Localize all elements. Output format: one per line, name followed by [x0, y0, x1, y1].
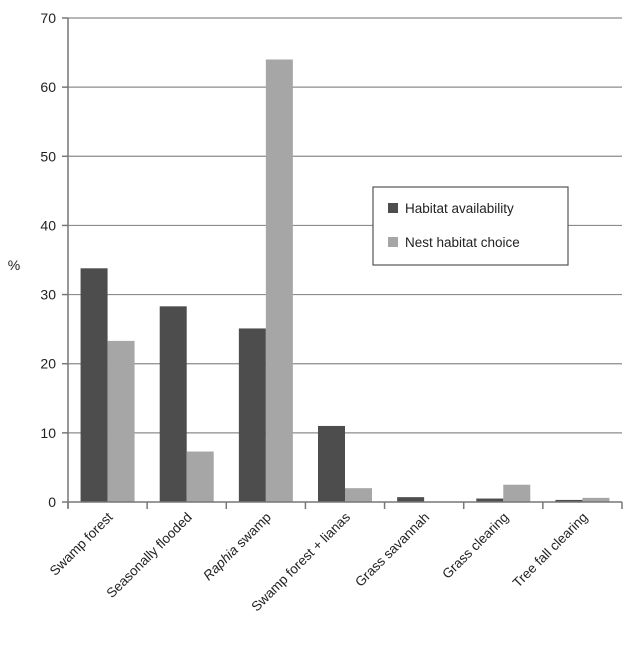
bar-habitat-availability: [159, 306, 187, 502]
x-category-label: Tree fall clearing: [510, 510, 591, 591]
bar-habitat-availability: [238, 328, 266, 502]
y-tick-label: 30: [40, 287, 56, 303]
y-axis-label: %: [8, 257, 20, 273]
bar-nest-habitat-choice: [265, 59, 293, 502]
y-tick-label: 50: [40, 148, 56, 164]
x-category-label: Grass savannah: [352, 510, 432, 590]
x-category-label: Grass clearing: [439, 510, 511, 582]
legend-label: Habitat availability: [405, 201, 514, 216]
legend-swatch: [388, 203, 398, 213]
y-tick-label: 40: [40, 217, 56, 233]
legend-box: [372, 186, 569, 266]
axes: [62, 17, 623, 509]
legend-label: Nest habitat choice: [405, 235, 520, 250]
bar-nest-habitat-choice: [582, 497, 610, 502]
y-tick-label: 0: [48, 494, 56, 510]
bar-habitat-availability: [318, 425, 345, 502]
bars: [80, 59, 610, 502]
legend-swatch: [388, 237, 398, 247]
bar-nest-habitat-choice: [186, 451, 214, 502]
category-text: Seasonally flooded: [104, 510, 195, 601]
bar-habitat-availability: [80, 268, 108, 502]
x-category-label: Swamp forest: [47, 509, 116, 578]
category-text: Grass clearing: [439, 510, 511, 582]
x-category-label: Seasonally flooded: [104, 510, 195, 601]
category-text: Tree fall clearing: [510, 510, 591, 591]
bar-habitat-availability: [397, 497, 425, 502]
legend: Habitat availability Nest habitat choice: [372, 186, 569, 266]
y-tick-label: 60: [40, 79, 56, 95]
bar-habitat-availability: [555, 499, 583, 502]
category-text: Grass savannah: [352, 510, 432, 590]
bar-nest-habitat-choice: [503, 484, 531, 502]
y-tick-label: 10: [40, 425, 56, 441]
bar-nest-habitat-choice: [345, 488, 372, 502]
y-tick-labels: 0 10 20 30 40 50 60 70: [40, 10, 56, 510]
category-text: Swamp forest: [47, 509, 116, 578]
bar-nest-habitat-choice: [107, 340, 135, 502]
x-category-label: Raphia swamp: [200, 510, 274, 584]
y-tick-label: 70: [40, 10, 56, 26]
bar-habitat-availability: [476, 498, 504, 502]
category-text: swamp: [230, 510, 273, 553]
y-tick-label: 20: [40, 356, 56, 372]
